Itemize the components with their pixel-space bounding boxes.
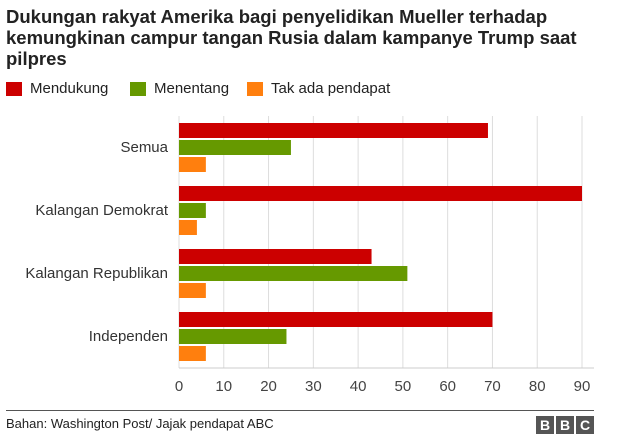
bar-mendukung: [179, 186, 582, 201]
category-label: Kalangan Demokrat: [35, 202, 168, 219]
x-tick-label: 60: [439, 378, 456, 395]
bar-tak-ada-pendapat: [179, 157, 206, 172]
legend-label: Tak ada pendapat: [271, 80, 391, 97]
x-tick-label: 40: [350, 378, 367, 395]
x-tick-label: 80: [529, 378, 546, 395]
source-note: Bahan: Washington Post/ Jajak pendapat A…: [6, 416, 274, 431]
bar-mendukung: [179, 123, 488, 138]
x-tick-label: 10: [215, 378, 232, 395]
chart-title: Dukungan rakyat Amerika bagi penyelidika…: [6, 6, 577, 69]
x-tick-label: 20: [260, 378, 277, 395]
bar-mendukung: [179, 312, 493, 327]
legend-swatch: [247, 81, 263, 96]
x-tick-label: 70: [484, 378, 501, 395]
legend-label: Menentang: [154, 80, 230, 97]
legend-item-tak-ada-pendapat: Tak ada pendapat: [247, 80, 390, 97]
x-tick-label: 90: [574, 378, 591, 395]
x-tick-label: 30: [305, 378, 322, 395]
bar-chart: 0 10 20 30 40 50 60 70 80 90 Semua Kalangan Demokra…: [25, 116, 594, 395]
bar-menentang: [179, 329, 287, 344]
footer-divider: [6, 410, 594, 411]
legend-item-menentang: Menentang: [130, 80, 229, 97]
category-label: Semua: [120, 139, 168, 156]
legend-swatch: [130, 81, 146, 96]
category-label: Kalangan Republikan: [25, 265, 168, 282]
bar-menentang: [179, 140, 291, 155]
bar-menentang: [179, 266, 408, 281]
x-tick-label: 0: [175, 378, 183, 395]
bar-tak-ada-pendapat: [179, 346, 206, 361]
legend-item-mendukung: Mendukung: [6, 80, 108, 97]
category-label: Independen: [89, 328, 168, 345]
x-tick-label: 50: [395, 378, 412, 395]
legend-label: Mendukung: [30, 80, 109, 97]
bar-tak-ada-pendapat: [179, 283, 206, 298]
bar-menentang: [179, 203, 206, 218]
bar-mendukung: [179, 249, 372, 264]
bar-tak-ada-pendapat: [179, 220, 197, 235]
legend-swatch: [6, 81, 22, 96]
